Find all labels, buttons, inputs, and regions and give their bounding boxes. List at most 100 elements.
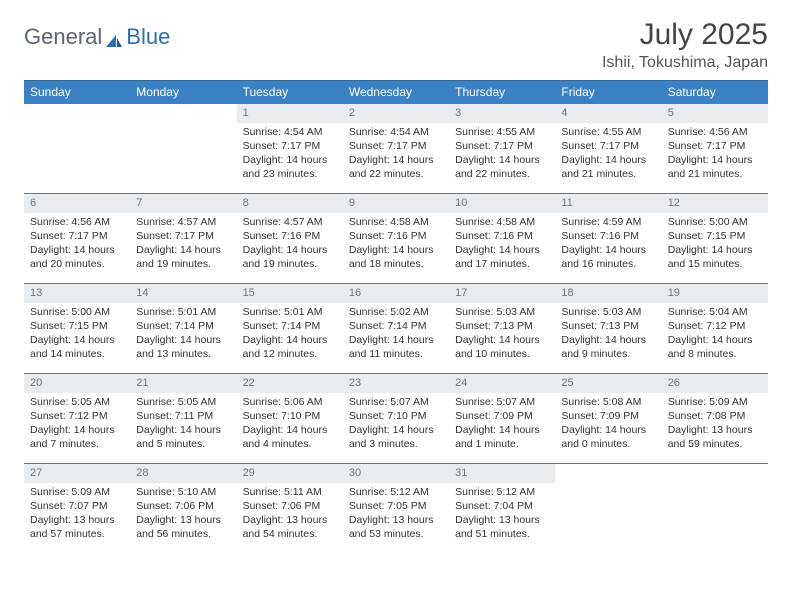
daylight-text: Daylight: 14 hours and 21 minutes.	[668, 153, 762, 181]
calendar-cell: 10Sunrise: 4:58 AMSunset: 7:16 PMDayligh…	[449, 194, 555, 284]
calendar-cell: 23Sunrise: 5:07 AMSunset: 7:10 PMDayligh…	[343, 374, 449, 464]
calendar-cell	[130, 104, 236, 194]
daylight-text: Daylight: 14 hours and 9 minutes.	[561, 333, 655, 361]
day-content: Sunrise: 5:07 AMSunset: 7:09 PMDaylight:…	[449, 393, 555, 456]
brand-blue: Blue	[126, 24, 170, 50]
sunrise-text: Sunrise: 4:59 AM	[561, 215, 655, 229]
sunset-text: Sunset: 7:12 PM	[30, 409, 124, 423]
day-number: 21	[130, 374, 236, 393]
day-content: Sunrise: 5:00 AMSunset: 7:15 PMDaylight:…	[662, 213, 768, 276]
day-number: 10	[449, 194, 555, 213]
sunrise-text: Sunrise: 5:08 AM	[561, 395, 655, 409]
sunset-text: Sunset: 7:17 PM	[349, 139, 443, 153]
day-content: Sunrise: 5:05 AMSunset: 7:12 PMDaylight:…	[24, 393, 130, 456]
day-content: Sunrise: 5:06 AMSunset: 7:10 PMDaylight:…	[237, 393, 343, 456]
day-number: 19	[662, 284, 768, 303]
brand-general: General	[24, 24, 102, 50]
day-content: Sunrise: 5:05 AMSunset: 7:11 PMDaylight:…	[130, 393, 236, 456]
sunset-text: Sunset: 7:17 PM	[668, 139, 762, 153]
sunrise-text: Sunrise: 4:55 AM	[455, 125, 549, 139]
sunset-text: Sunset: 7:17 PM	[136, 229, 230, 243]
day-number: 8	[237, 194, 343, 213]
sunset-text: Sunset: 7:10 PM	[243, 409, 337, 423]
sunset-text: Sunset: 7:16 PM	[243, 229, 337, 243]
daylight-text: Daylight: 13 hours and 59 minutes.	[668, 423, 762, 451]
sunrise-text: Sunrise: 5:02 AM	[349, 305, 443, 319]
daylight-text: Daylight: 14 hours and 8 minutes.	[668, 333, 762, 361]
sunset-text: Sunset: 7:16 PM	[561, 229, 655, 243]
day-number: 12	[662, 194, 768, 213]
calendar-cell: 17Sunrise: 5:03 AMSunset: 7:13 PMDayligh…	[449, 284, 555, 374]
day-number: 15	[237, 284, 343, 303]
brand-logo: General Blue	[24, 24, 170, 50]
weekday-header: Thursday	[449, 81, 555, 104]
sunset-text: Sunset: 7:13 PM	[455, 319, 549, 333]
day-number: 29	[237, 464, 343, 483]
sunrise-text: Sunrise: 5:03 AM	[561, 305, 655, 319]
sunset-text: Sunset: 7:15 PM	[30, 319, 124, 333]
calendar-cell: 25 Sunrise: 5:08 AMSunset: 7:09 PMDayligh…	[555, 374, 661, 464]
calendar-cell: 27Sunrise: 5:09 AMSunset: 7:07 PMDayligh…	[24, 464, 130, 554]
sunrise-text: Sunrise: 4:58 AM	[455, 215, 549, 229]
daylight-text: Daylight: 14 hours and 0 minutes.	[561, 423, 655, 451]
sunrise-text: Sunrise: 5:12 AM	[455, 485, 549, 499]
calendar-cell: 15Sunrise: 5:01 AMSunset: 7:14 PMDayligh…	[237, 284, 343, 374]
day-content: Sunrise: 4:56 AMSunset: 7:17 PMDaylight:…	[662, 123, 768, 186]
sunrise-text: Sunrise: 4:54 AM	[243, 125, 337, 139]
day-number: 9	[343, 194, 449, 213]
sunrise-text: Sunrise: 4:54 AM	[349, 125, 443, 139]
sunset-text: Sunset: 7:15 PM	[668, 229, 762, 243]
day-number: 4	[555, 104, 661, 123]
sunset-text: Sunset: 7:10 PM	[349, 409, 443, 423]
calendar-cell: 8Sunrise: 4:57 AMSunset: 7:16 PMDaylight…	[237, 194, 343, 284]
sunset-text: Sunset: 7:14 PM	[349, 319, 443, 333]
day-content: Sunrise: 5:03 AMSunset: 7:13 PMDaylight:…	[555, 303, 661, 366]
calendar-cell: 3Sunrise: 4:55 AMSunset: 7:17 PMDaylight…	[449, 104, 555, 194]
calendar-cell: 12Sunrise: 5:00 AMSunset: 7:15 PMDayligh…	[662, 194, 768, 284]
weekday-header: Saturday	[662, 81, 768, 104]
day-number: 23	[343, 374, 449, 393]
sunrise-text: Sunrise: 5:00 AM	[30, 305, 124, 319]
sunrise-text: Sunrise: 5:06 AM	[243, 395, 337, 409]
day-content: Sunrise: 5:01 AMSunset: 7:14 PMDaylight:…	[237, 303, 343, 366]
sunset-text: Sunset: 7:06 PM	[136, 499, 230, 513]
calendar-cell	[24, 104, 130, 194]
day-number: 20	[24, 374, 130, 393]
sunset-text: Sunset: 7:07 PM	[30, 499, 124, 513]
sunrise-text: Sunrise: 4:57 AM	[243, 215, 337, 229]
calendar-row: 27Sunrise: 5:09 AMSunset: 7:07 PMDayligh…	[24, 464, 768, 554]
day-number: 25	[555, 374, 661, 393]
calendar-cell: 16Sunrise: 5:02 AMSunset: 7:14 PMDayligh…	[343, 284, 449, 374]
daylight-text: Daylight: 14 hours and 12 minutes.	[243, 333, 337, 361]
day-content: Sunrise: 5:09 AMSunset: 7:08 PMDaylight:…	[662, 393, 768, 456]
sunset-text: Sunset: 7:09 PM	[561, 409, 655, 423]
calendar-cell: 20Sunrise: 5:05 AMSunset: 7:12 PMDayligh…	[24, 374, 130, 464]
sunrise-text: Sunrise: 4:56 AM	[30, 215, 124, 229]
sunrise-text: Sunrise: 5:11 AM	[243, 485, 337, 499]
day-number: 18	[555, 284, 661, 303]
calendar-cell: 29Sunrise: 5:11 AMSunset: 7:06 PMDayligh…	[237, 464, 343, 554]
sunrise-text: Sunrise: 5:05 AM	[136, 395, 230, 409]
day-content: Sunrise: 4:58 AMSunset: 7:16 PMDaylight:…	[449, 213, 555, 276]
day-number: 13	[24, 284, 130, 303]
day-content: Sunrise: 5:03 AMSunset: 7:13 PMDaylight:…	[449, 303, 555, 366]
daylight-text: Daylight: 14 hours and 23 minutes.	[243, 153, 337, 181]
daylight-text: Daylight: 14 hours and 18 minutes.	[349, 243, 443, 271]
day-number: 28	[130, 464, 236, 483]
sunrise-text: Sunrise: 5:12 AM	[349, 485, 443, 499]
calendar-body: 1Sunrise: 4:54 AMSunset: 7:17 PMDaylight…	[24, 104, 768, 554]
sunrise-text: Sunrise: 5:01 AM	[243, 305, 337, 319]
daylight-text: Daylight: 13 hours and 56 minutes.	[136, 513, 230, 541]
sunrise-text: Sunrise: 4:56 AM	[668, 125, 762, 139]
daylight-text: Daylight: 14 hours and 1 minute.	[455, 423, 549, 451]
day-content: Sunrise: 5:01 AMSunset: 7:14 PMDaylight:…	[130, 303, 236, 366]
calendar-cell: 11Sunrise: 4:59 AMSunset: 7:16 PMDayligh…	[555, 194, 661, 284]
sunset-text: Sunset: 7:08 PM	[668, 409, 762, 423]
day-content: Sunrise: 5:00 AMSunset: 7:15 PMDaylight:…	[24, 303, 130, 366]
daylight-text: Daylight: 14 hours and 10 minutes.	[455, 333, 549, 361]
day-content: Sunrise: 5:12 AMSunset: 7:04 PMDaylight:…	[449, 483, 555, 546]
calendar-cell	[662, 464, 768, 554]
calendar-cell: 18Sunrise: 5:03 AMSunset: 7:13 PMDayligh…	[555, 284, 661, 374]
calendar-row: 20Sunrise: 5:05 AMSunset: 7:12 PMDayligh…	[24, 374, 768, 464]
sunrise-text: Sunrise: 5:04 AM	[668, 305, 762, 319]
